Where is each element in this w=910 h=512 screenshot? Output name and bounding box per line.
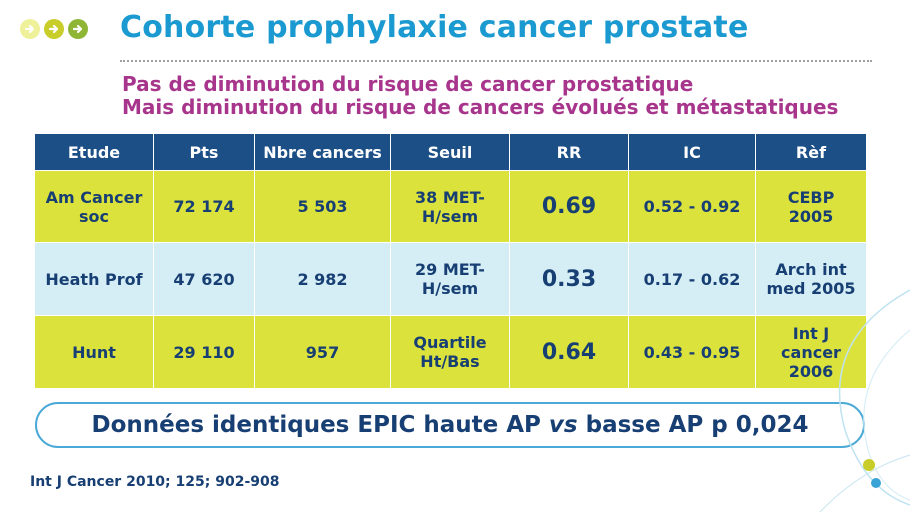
subtitle-line-1: Pas de diminution du risque de cancer pr… (122, 72, 694, 96)
arrow-circle-icon (68, 19, 88, 39)
banner-text-end: basse AP p 0,024 (577, 412, 809, 438)
cell-ic: 0.43 - 0.95 (628, 315, 756, 389)
cell-pts: 72 174 (153, 170, 255, 243)
cell-etude: Heath Prof (34, 242, 154, 316)
cell-ref: CEBP 2005 (755, 170, 867, 243)
subtitle-line-2: Mais diminution du risque de cancers évo… (122, 95, 839, 119)
cell-pts: 29 110 (153, 315, 255, 389)
banner-text-start: Données identiques EPIC haute AP (91, 412, 549, 438)
header-seuil: Seuil (390, 133, 510, 171)
cell-etude: Am Cancer soc (34, 170, 154, 243)
header-etude: Etude (34, 133, 154, 171)
cell-ref: Int J cancer 2006 (755, 315, 867, 389)
table-row: Am Cancer soc 72 174 5 503 38 MET-H/sem … (34, 170, 867, 243)
decorative-dot (863, 459, 875, 471)
cell-seuil: 38 MET-H/sem (390, 170, 510, 243)
header-rr: RR (509, 133, 629, 171)
arrow-circle-icon (44, 19, 64, 39)
table-row: Hunt 29 110 957 Quartile Ht/Bas 0.64 0.4… (34, 315, 867, 389)
cell-pts: 47 620 (153, 242, 255, 316)
header-ref: Rèf (755, 133, 867, 171)
cohort-table: Etude Pts Nbre cancers Seuil RR IC Rèf A… (34, 133, 867, 389)
cell-rr: 0.64 (509, 315, 629, 389)
title-bullets (20, 19, 88, 39)
title-divider (120, 60, 872, 62)
cell-seuil: 29 MET-H/sem (390, 242, 510, 316)
header-nbre-cancers: Nbre cancers (254, 133, 391, 171)
conclusion-banner: Données identiques EPIC haute AP vs bass… (35, 402, 865, 448)
arrow-circle-icon (20, 19, 40, 39)
header-pts: Pts (153, 133, 255, 171)
table-header-row: Etude Pts Nbre cancers Seuil RR IC Rèf (34, 133, 867, 171)
cell-etude: Hunt (34, 315, 154, 389)
cell-seuil: Quartile Ht/Bas (390, 315, 510, 389)
banner-text-vs: vs (548, 412, 578, 438)
cell-nbre: 5 503 (254, 170, 391, 243)
header-ic: IC (628, 133, 756, 171)
cell-ic: 0.17 - 0.62 (628, 242, 756, 316)
cell-rr: 0.69 (509, 170, 629, 243)
cell-rr: 0.33 (509, 242, 629, 316)
cell-ic: 0.52 - 0.92 (628, 170, 756, 243)
decorative-dot (871, 478, 881, 488)
page-title: Cohorte prophylaxie cancer prostate (120, 10, 749, 45)
cell-nbre: 2 982 (254, 242, 391, 316)
table-row: Heath Prof 47 620 2 982 29 MET-H/sem 0.3… (34, 242, 867, 316)
cell-ref: Arch int med 2005 (755, 242, 867, 316)
citation-reference: Int J Cancer 2010; 125; 902-908 (30, 474, 280, 490)
cell-nbre: 957 (254, 315, 391, 389)
